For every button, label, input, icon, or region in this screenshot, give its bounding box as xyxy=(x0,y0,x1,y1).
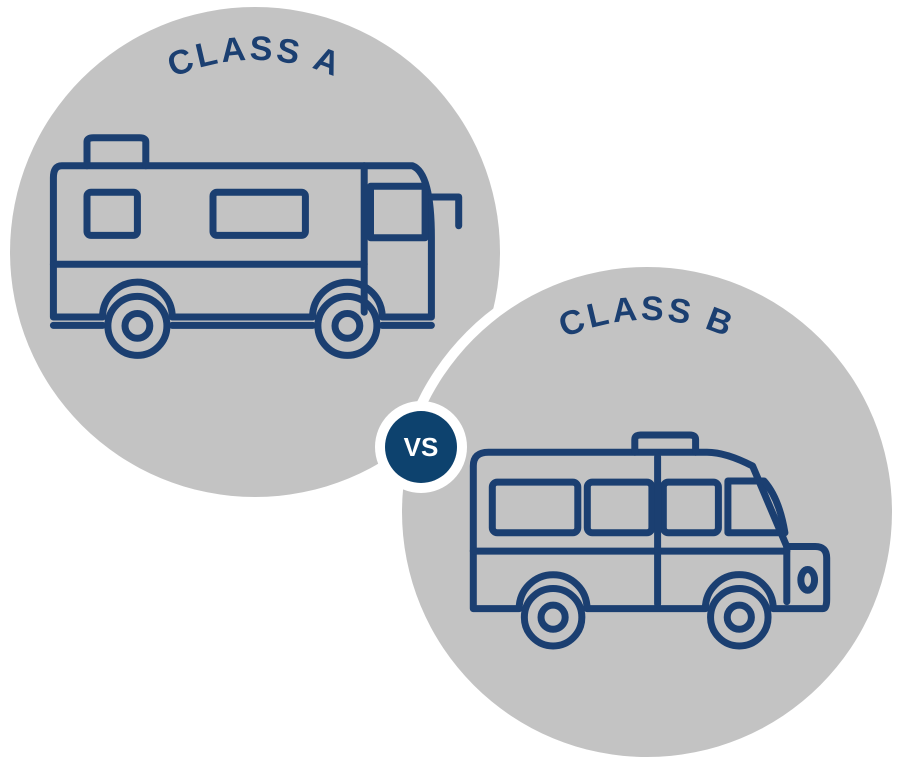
vehicle-class-b-icon xyxy=(460,420,840,650)
comparison-diagram: CLASS A CLASS B VS xyxy=(0,0,904,760)
vs-text: VS xyxy=(404,432,439,463)
svg-text:CLASS A: CLASS A xyxy=(162,30,347,85)
vehicle-class-a-icon xyxy=(45,125,465,365)
svg-text:CLASS B: CLASS B xyxy=(554,290,741,345)
vs-badge: VS xyxy=(385,411,457,483)
